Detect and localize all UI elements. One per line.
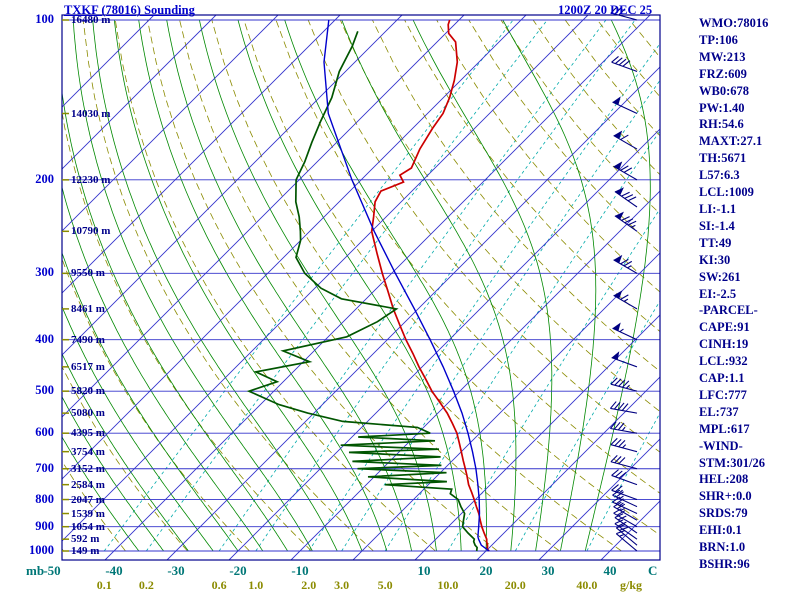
index-line: -PARCEL- xyxy=(699,303,758,318)
height-label: 2047 m xyxy=(71,493,105,506)
temp-label: -50 xyxy=(43,563,61,578)
index-line: WMO:78016 xyxy=(699,16,769,30)
temp-label: 40 xyxy=(603,563,617,578)
index-line: LI:-1.1 xyxy=(699,201,737,216)
height-label: 7490 m xyxy=(71,333,105,346)
index-line: SHR+:0.0 xyxy=(699,489,752,504)
index-line: CAPE:91 xyxy=(699,320,750,335)
index-line: CINH:19 xyxy=(699,337,749,352)
pressure-label: 300 xyxy=(35,265,54,280)
temp-label: 10 xyxy=(417,563,431,578)
height-label: 149 m xyxy=(71,545,100,557)
height-label: 4395 m xyxy=(71,427,105,440)
mixing-ratio-label: 3.0 xyxy=(334,578,350,592)
mixing-ratio-label: 5.0 xyxy=(377,578,393,592)
height-label: 8461 m xyxy=(71,302,105,315)
mixing-ratio-label: 10.0 xyxy=(437,578,459,592)
mixing-ratio-label: 1.0 xyxy=(248,578,264,592)
indices-panel: WMO:78016 TP:106 MW:213 FRZ:609 WB0:678 PW:1.… xyxy=(699,15,799,573)
index-line: TT:49 xyxy=(699,235,732,250)
pressure-label: 700 xyxy=(35,460,54,475)
mixing-ratio-label: 40.0 xyxy=(576,578,598,592)
pressure-label: 500 xyxy=(35,383,54,398)
index-line: TP:106 xyxy=(699,32,738,47)
chart-title: TXKF (78016) Sounding xyxy=(64,3,195,17)
index-line: MW:213 xyxy=(699,49,746,64)
height-label: 2584 m xyxy=(71,478,105,491)
index-line: CAP:1.1 xyxy=(699,371,745,386)
mixing-ratio-label: 20.0 xyxy=(504,578,526,592)
height-label: 14030 m xyxy=(71,107,111,120)
index-line: EI:-2.5 xyxy=(699,286,737,301)
height-label: 16480 m xyxy=(71,14,111,26)
height-label: 12230 m xyxy=(71,173,111,186)
height-label: 5820 m xyxy=(71,385,105,398)
index-line: STM:301/26 xyxy=(699,455,765,470)
temp-label: -40 xyxy=(105,563,123,578)
index-line: SI:-1.4 xyxy=(699,218,735,233)
index-line: -WIND- xyxy=(699,438,743,453)
height-label: 10790 m xyxy=(71,225,111,238)
pressure-label: 400 xyxy=(35,331,54,346)
pressure-label: 100 xyxy=(35,12,54,26)
pressure-label: 900 xyxy=(35,518,54,533)
pressure-unit-label: mb xyxy=(26,563,45,578)
index-line: PW:1.40 xyxy=(699,100,745,115)
index-line: BRN:1.0 xyxy=(699,540,746,555)
index-line: RH:54.6 xyxy=(699,117,744,132)
height-label: 592 m xyxy=(71,533,100,546)
pressure-label: 1000 xyxy=(29,543,54,557)
height-label: 6517 m xyxy=(71,360,105,373)
index-line: FRZ:609 xyxy=(699,66,747,81)
chart-datetime: 1200Z 20 DEC 25 xyxy=(558,3,653,17)
height-label: 5080 m xyxy=(71,407,105,420)
temp-label: -10 xyxy=(291,563,309,578)
index-line: MAXT:27.1 xyxy=(699,134,763,149)
mixing-ratio-label: 2.0 xyxy=(301,578,317,592)
height-label: 1539 m xyxy=(71,507,105,520)
temp-unit-label: C xyxy=(648,563,658,578)
pressure-label: 800 xyxy=(35,491,54,506)
index-line: SRDS:79 xyxy=(699,506,748,521)
temp-label: 30 xyxy=(541,563,555,578)
index-line: LFC:777 xyxy=(699,387,747,402)
index-line: KI:30 xyxy=(699,252,731,267)
height-label: 9550 m xyxy=(71,267,105,280)
index-line: WB0:678 xyxy=(699,83,749,98)
height-label: 1054 m xyxy=(71,520,105,533)
mixing-unit-label: g/kg xyxy=(620,578,643,592)
pressure-label: 600 xyxy=(35,425,54,440)
index-line: EHI:0.1 xyxy=(699,523,742,538)
mixing-ratio-label: 0.2 xyxy=(138,578,154,592)
mixing-ratio-label: 0.1 xyxy=(96,578,112,592)
index-line: HEL:208 xyxy=(699,472,749,487)
height-label: 3754 m xyxy=(71,445,105,458)
mixing-ratio-label: 0.6 xyxy=(211,578,227,592)
temp-label: -20 xyxy=(229,563,247,578)
index-line: LCL:932 xyxy=(699,354,748,369)
index-line: L57:6.3 xyxy=(699,168,740,183)
index-line: BSHR:96 xyxy=(699,557,750,571)
pressure-label: 200 xyxy=(35,171,54,186)
index-line: EL:737 xyxy=(699,404,739,419)
temp-label: 20 xyxy=(479,563,493,578)
index-line: TH:5671 xyxy=(699,151,747,166)
index-line: MPL:617 xyxy=(699,421,750,436)
height-label: 3152 m xyxy=(71,462,105,475)
temp-label: -30 xyxy=(167,563,185,578)
index-line: LCL:1009 xyxy=(699,185,754,200)
index-line: SW:261 xyxy=(699,269,741,284)
